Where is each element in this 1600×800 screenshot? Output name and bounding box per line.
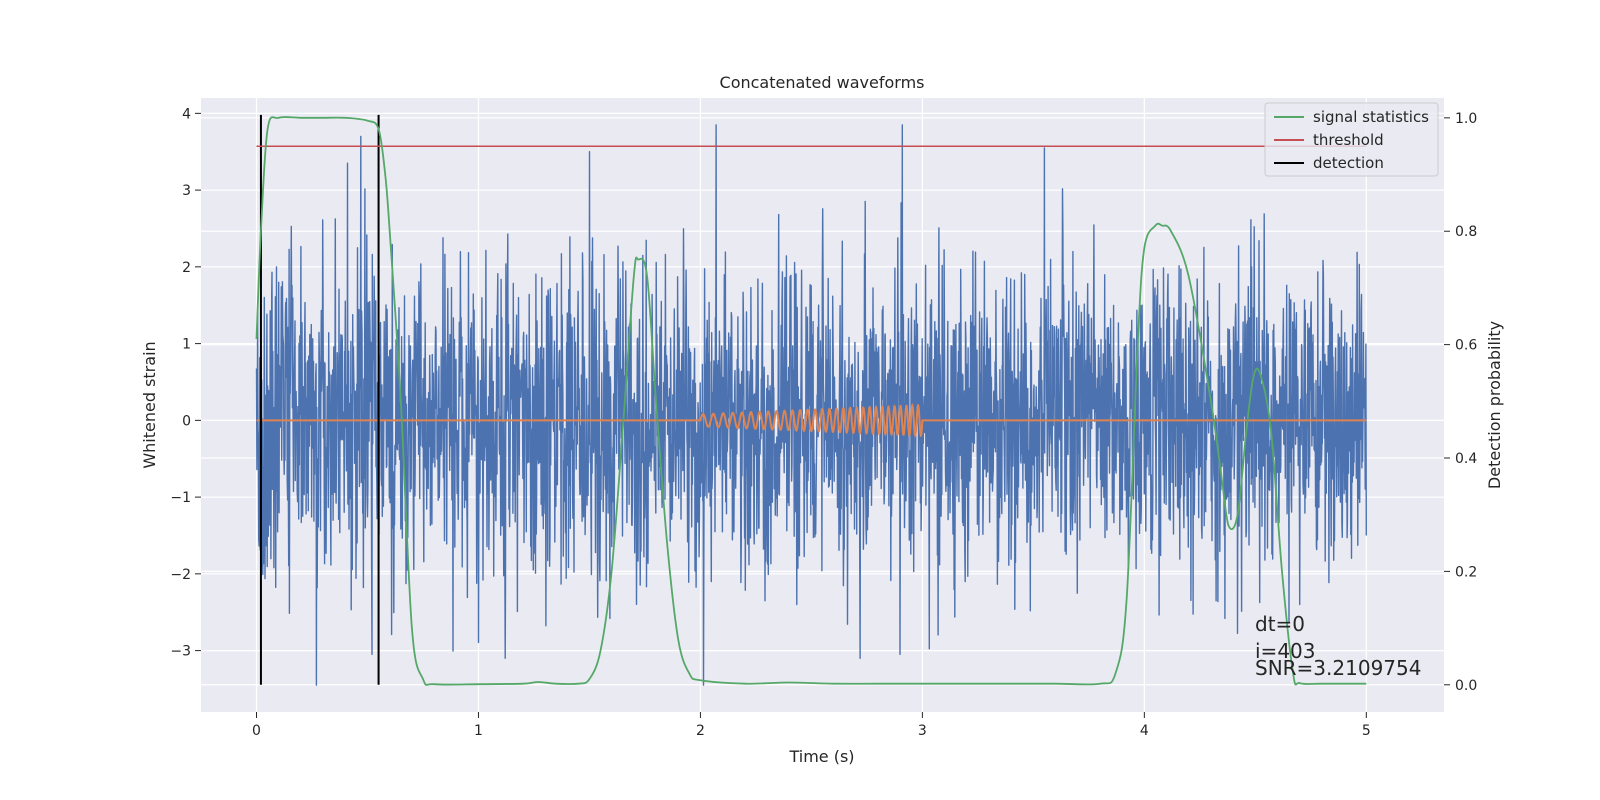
legend: signal statistics threshold detection (1264, 102, 1439, 177)
annotation-snr: SNR=3.2109754 (1255, 656, 1421, 680)
y-right-tick-label: 0.8 (1455, 224, 1477, 240)
x-tick-label: 1 (474, 723, 483, 739)
axis-ticks: 0 1 2 3 4 5 4 3 2 1 0 −1 −2 −3 1.0 0.8 0.6 0.4 0.2 0.0 (170, 106, 1477, 739)
y-tick-label: 3 (182, 183, 191, 199)
y-tick-label: 2 (182, 260, 191, 276)
y-axis-label: Whitened strain (140, 341, 159, 468)
x-tick-label: 2 (696, 723, 705, 739)
y-right-tick-label: 0.0 (1455, 678, 1477, 694)
y-tick-label: −3 (170, 644, 191, 660)
x-tick-label: 4 (1140, 723, 1149, 739)
y-right-tick-label: 1.0 (1455, 111, 1477, 127)
y-tick-label: −1 (170, 490, 191, 506)
x-tick-label: 0 (252, 723, 261, 739)
x-tick-label: 5 (1362, 723, 1371, 739)
detection-lines (259, 114, 380, 685)
y-right-tick-label: 0.4 (1455, 451, 1477, 467)
x-axis-label: Time (s) (788, 747, 854, 766)
noise-series-line (255, 124, 1367, 686)
legend-detection-label: detection (1313, 154, 1384, 172)
y-right-tick-label: 0.6 (1455, 338, 1477, 354)
y-tick-label: −2 (170, 567, 191, 583)
legend-signal-statistics-label: signal statistics (1313, 108, 1429, 126)
y-axis-right-label: Detection probability (1485, 321, 1504, 489)
legend-threshold-label: threshold (1313, 131, 1384, 149)
y-right-tick-label: 0.2 (1455, 564, 1477, 580)
annotation-dt: dt=0 (1255, 612, 1305, 636)
chart-title: Concatenated waveforms (720, 73, 925, 92)
template-series-line (256, 402, 1367, 438)
legend-box (1264, 102, 1439, 177)
y-tick-label: 4 (182, 106, 191, 122)
x-tick-label: 3 (918, 723, 927, 739)
annotation-index: i=403 (1255, 639, 1316, 663)
y-tick-label: 1 (182, 337, 191, 353)
y-tick-label: 0 (182, 413, 191, 429)
signal-statistics-line (255, 116, 1367, 686)
